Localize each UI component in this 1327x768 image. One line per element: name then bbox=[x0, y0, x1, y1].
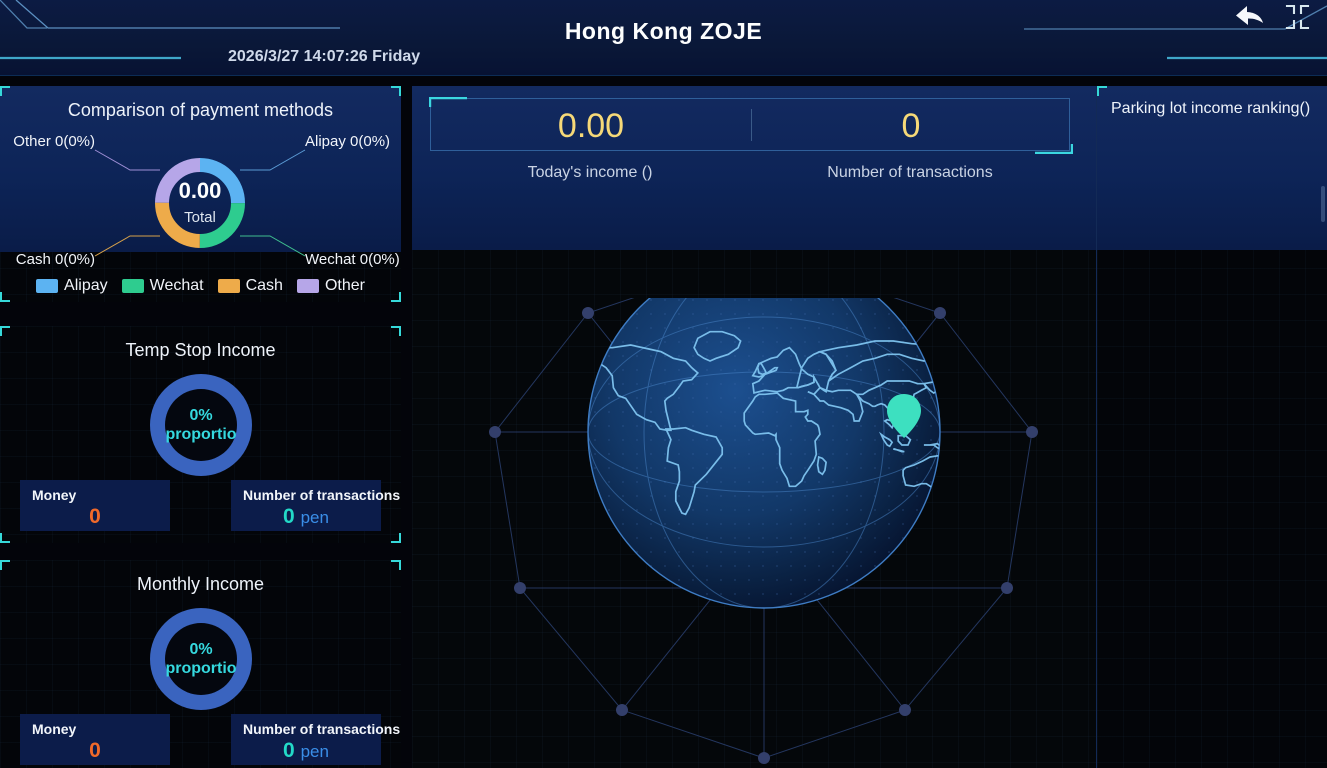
svg-text:Wechat 0(0%): Wechat 0(0%) bbox=[305, 251, 400, 268]
svg-text:Alipay 0(0%): Alipay 0(0%) bbox=[305, 133, 390, 150]
svg-text:Cash 0(0%): Cash 0(0%) bbox=[16, 251, 95, 268]
svg-text:Other 0(0%): Other 0(0%) bbox=[13, 133, 95, 150]
svg-text:0.00: 0.00 bbox=[179, 178, 222, 203]
svg-text:Total: Total bbox=[184, 209, 216, 226]
